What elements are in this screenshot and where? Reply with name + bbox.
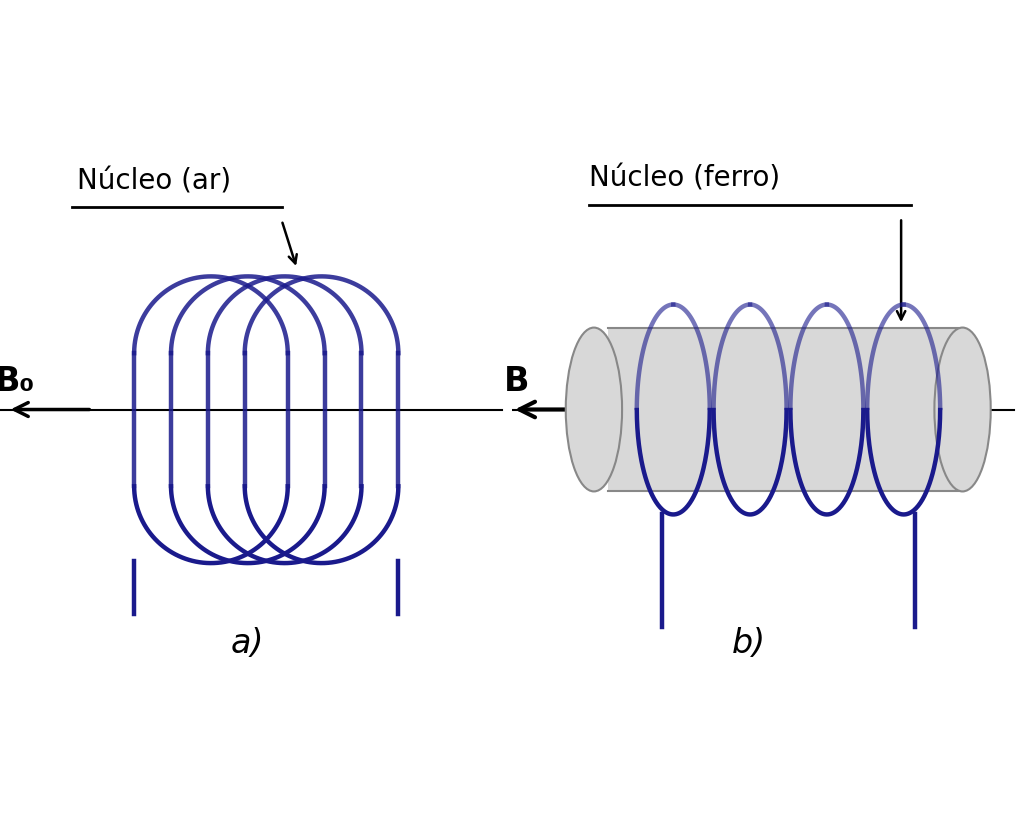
Polygon shape xyxy=(608,328,963,491)
Text: B: B xyxy=(504,364,529,398)
Ellipse shape xyxy=(566,328,623,491)
Ellipse shape xyxy=(935,328,991,491)
Text: Núcleo (ferro): Núcleo (ferro) xyxy=(589,165,780,192)
Text: a): a) xyxy=(230,627,264,659)
Text: B₀: B₀ xyxy=(0,364,35,398)
Text: Núcleo (ar): Núcleo (ar) xyxy=(77,167,231,196)
Text: b): b) xyxy=(732,627,766,659)
